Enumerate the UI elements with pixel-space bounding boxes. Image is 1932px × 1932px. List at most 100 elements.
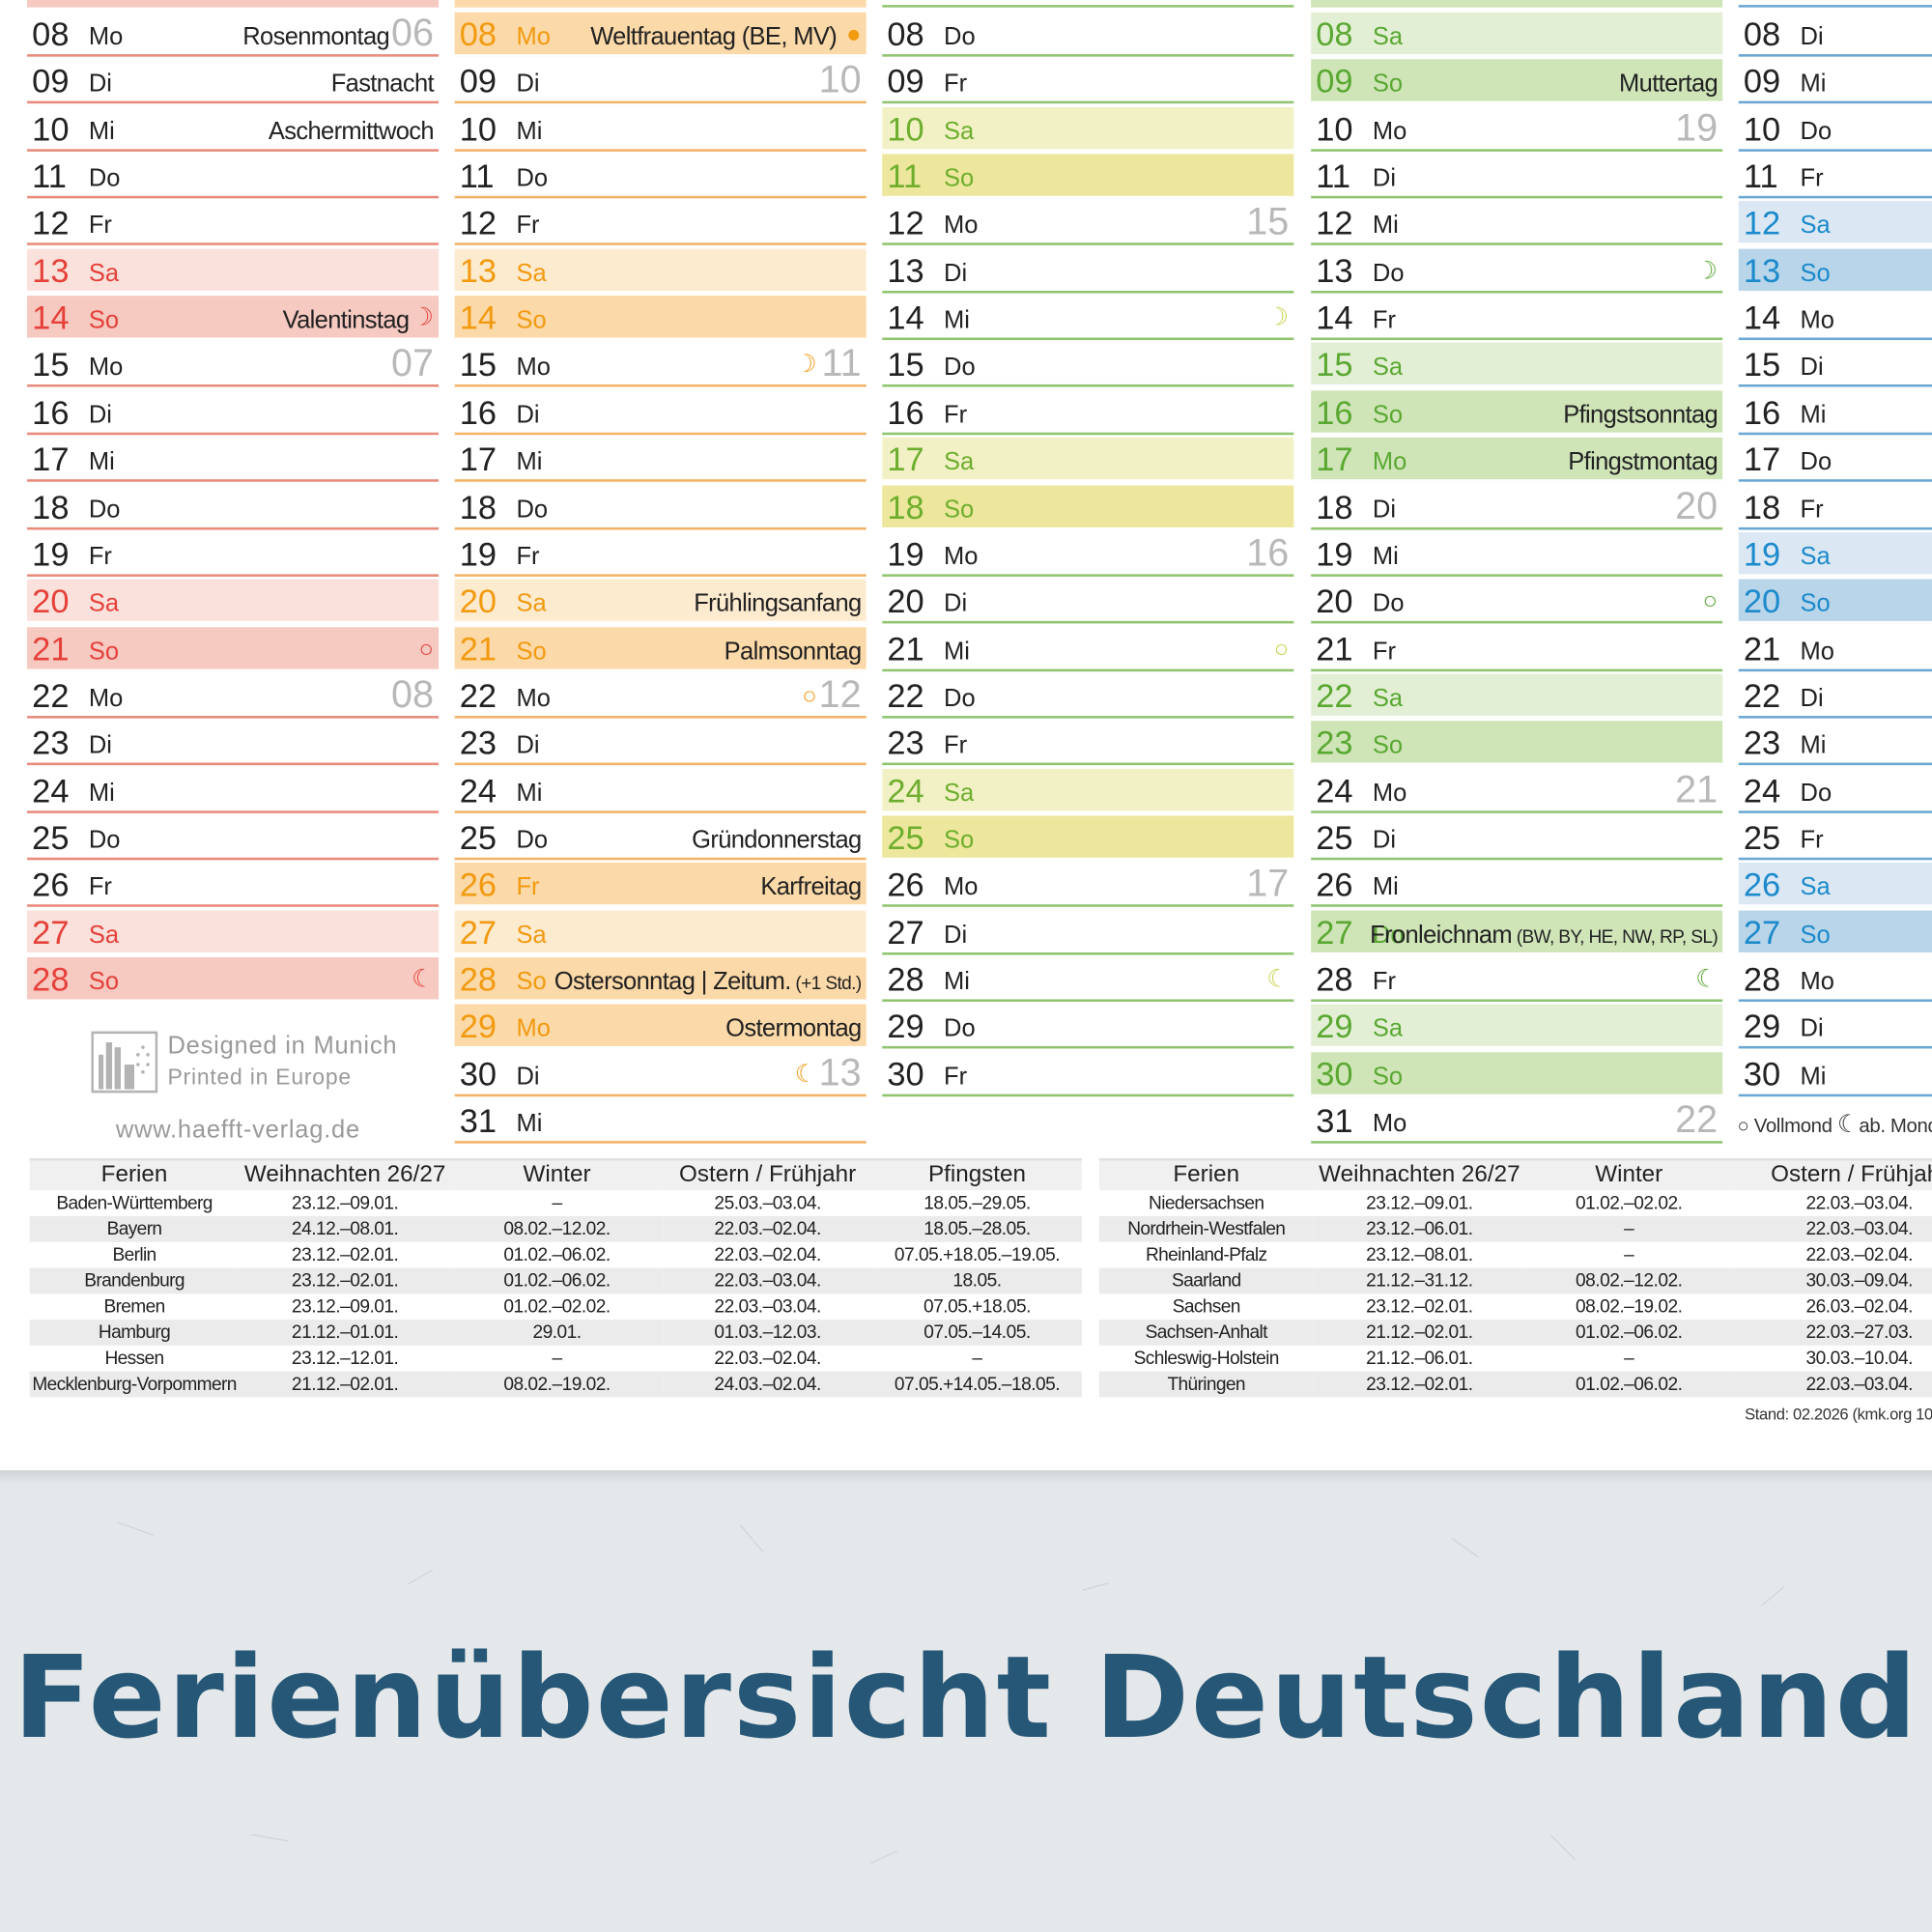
day-row: 31 Mo 22 <box>1311 1098 1723 1144</box>
weekday-label: Di <box>1372 164 1397 193</box>
weekday-label: Sa <box>516 259 547 287</box>
weekday-label: Mo <box>88 685 124 713</box>
weekday-label: Sa <box>88 921 120 949</box>
week-number: 19 <box>1675 105 1719 149</box>
holiday-dates-cell: – <box>552 1348 562 1370</box>
day-row: 16 Mi <box>1738 390 1932 435</box>
day-row: 15 Sa <box>1311 343 1723 388</box>
holiday-dates-cell: – <box>972 1348 982 1370</box>
day-row: 11 Do <box>454 154 867 199</box>
day-number: 23 <box>32 724 70 762</box>
day-row: 14 So <box>454 296 867 341</box>
holiday-text: Pfingstsonntag <box>1563 401 1719 429</box>
week-number: 16 <box>1246 530 1290 575</box>
weekday-label: Sa <box>1800 212 1831 240</box>
felt-fiber <box>740 1524 763 1552</box>
day-row: 26 Mi <box>1311 863 1723 908</box>
holiday-label: Gründonnerstag <box>692 826 862 856</box>
day-row: 17 Sa <box>882 437 1294 482</box>
holiday-dates-cell: 07.05.+18.05. <box>923 1295 1031 1318</box>
day-number: 21 <box>1316 630 1353 668</box>
day-number: 10 <box>459 110 497 148</box>
holiday-text: Rosenmontag <box>242 23 390 51</box>
weekday-label: Di <box>1372 826 1397 854</box>
day-number: 15 <box>32 346 70 384</box>
day-row: 08 Mo 06 Rosenmontag <box>27 11 440 57</box>
day-row: 23 So <box>1311 721 1723 766</box>
day-row: 23 Di <box>27 721 440 766</box>
weekday-label: Di <box>1372 496 1397 524</box>
day-row: 31 Mi <box>454 1098 867 1144</box>
holiday-dates-cell: 01.02.–06.02. <box>503 1244 611 1265</box>
holiday-dates-cell: 30.03.–09.04. <box>1732 1267 1932 1294</box>
holiday-dates-cell: 22.03.–02.04. <box>714 1244 821 1265</box>
day-number: 11 <box>459 157 495 195</box>
state-name-cell: Hamburg <box>29 1320 240 1346</box>
weekday-label: Mi <box>1800 731 1827 760</box>
weekday-label: Di <box>1800 685 1824 713</box>
table-row: Niedersachsen 23.12.–09.01. 01.02.–02.02. 2… <box>1099 1190 1932 1216</box>
day-row: 14 So ☽ Valentinstag <box>27 296 440 341</box>
day-number: 09 <box>32 63 70 100</box>
day-row: 24 Mi <box>454 768 867 813</box>
week-number: 12 <box>818 672 862 716</box>
week-number: 06 <box>390 11 434 55</box>
day-row: 15 Mo 11 ☽ <box>454 343 867 388</box>
day-row: 21 So Palmsonntag <box>454 626 867 671</box>
weekday-label: So <box>516 306 547 334</box>
day-row: 11 Di <box>1311 154 1723 199</box>
day-row: 08 Di <box>1738 12 1932 57</box>
day-row: 17 Mi <box>27 437 440 482</box>
day-row: 18 Do <box>454 484 867 529</box>
weekday-label: Fr <box>944 731 968 760</box>
table-row: Nordrhein-Westfalen 23.12.–06.01. –22.03.–… <box>1098 1215 1932 1242</box>
day-number: 17 <box>32 440 70 479</box>
weekday-label: Mo <box>1800 968 1834 996</box>
day-number: 10 <box>1743 110 1781 148</box>
day-number: 15 <box>887 346 924 384</box>
full-moon-icon: ○ <box>1702 587 1719 615</box>
holiday-dates-cell: 07.05.+14.05.–18.05. <box>872 1371 1082 1398</box>
day-number: 28 <box>32 960 70 999</box>
holiday-dates-cell: 21.12.–02.01. <box>239 1371 451 1398</box>
holiday-text: Aschermittwoch <box>268 118 435 146</box>
weekday-label: Mo <box>944 873 979 901</box>
week-number: 07 <box>390 341 434 385</box>
day-row: 16 Di <box>27 390 440 435</box>
table-header: Winter <box>1525 1157 1733 1191</box>
moon-phase-icon: ☾ <box>412 966 434 994</box>
weekday-label: Sa <box>88 259 120 287</box>
table-row: Schleswig-Holstein 21.12.–06.01. – 30.03.–1… <box>1099 1346 1932 1372</box>
weekday-label: So <box>1372 731 1404 760</box>
day-number: 25 <box>1743 819 1781 857</box>
weekday-label: Di <box>944 590 968 618</box>
day-number: 09 <box>1316 63 1353 100</box>
felt-fiber <box>407 1569 434 1585</box>
state-name-cell: Sachsen <box>1172 1295 1241 1318</box>
table-row: Rheinland-Pfalz 23.12.–08.01. – 22.03.–02.0… <box>1099 1242 1932 1268</box>
holiday-dates-cell: 01.03.–12.03. <box>663 1320 873 1346</box>
day-row: 18 Fr <box>1738 484 1932 529</box>
holiday-dates-cell: 24.12.–08.01. <box>239 1215 451 1242</box>
day-number: 17 <box>1316 440 1353 479</box>
day-number: 22 <box>32 677 70 715</box>
day-row: 20 Di <box>882 579 1294 624</box>
state-name-cell: Sachsen-Anhalt <box>1098 1320 1314 1346</box>
holiday-dates-cell: 23.12.–12.01. <box>291 1348 399 1370</box>
weekday-label: Mi <box>944 968 970 996</box>
holiday-label: Pfingstsonntag <box>1563 400 1718 430</box>
day-row: 28 Fr ☾ <box>1311 957 1723 1002</box>
day-number: 25 <box>32 819 70 857</box>
weekday-label: Mi <box>516 448 543 476</box>
holiday-dates-cell: 22.03.–02.04. <box>714 1348 821 1370</box>
weekday-label: Mi <box>88 448 115 476</box>
month-top-bar <box>454 0 867 8</box>
day-number: 14 <box>1316 299 1353 337</box>
day-row: 30 Di 13 ☾ <box>454 1051 867 1096</box>
state-name-cell: Hessen <box>104 1348 164 1370</box>
weekday-label: Do <box>1372 259 1405 287</box>
weekday-label: Fr <box>88 212 112 240</box>
state-name-cell: Bayern <box>29 1215 240 1242</box>
month-top-bar <box>1311 0 1723 8</box>
weekday-label: Fr <box>1372 968 1397 996</box>
